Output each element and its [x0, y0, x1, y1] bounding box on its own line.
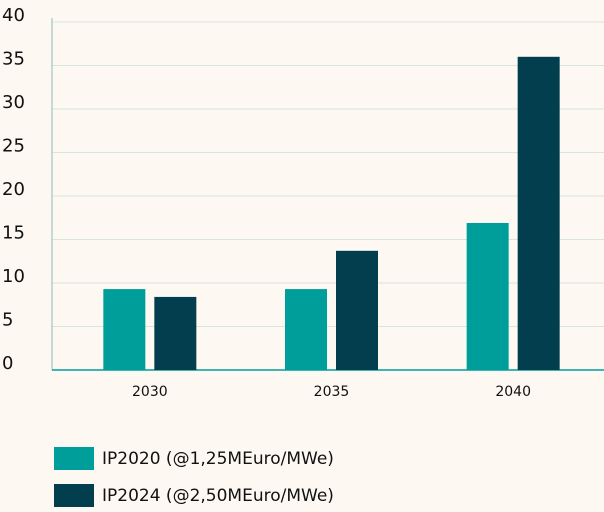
- y-tick-label: 0: [2, 353, 13, 374]
- y-tick-label: 20: [2, 179, 25, 200]
- y-tick-label: 30: [2, 92, 25, 113]
- bar: [285, 289, 327, 370]
- y-tick-label: 15: [2, 223, 25, 244]
- y-tick-label: 5: [2, 310, 13, 331]
- y-tick-label: 40: [2, 5, 25, 26]
- y-tick-label: 10: [2, 266, 25, 287]
- x-tick-label: 2030: [132, 384, 168, 400]
- bar: [336, 250, 378, 370]
- legend-swatch: [54, 447, 94, 470]
- y-tick-label: 25: [2, 136, 25, 157]
- legend-label: IP2024 (@2,50MEuro/MWe): [102, 486, 334, 506]
- x-tick-label: 2040: [495, 384, 531, 400]
- bar: [103, 289, 146, 370]
- y-tick-label: 35: [2, 49, 25, 70]
- x-tick-label: 2035: [314, 384, 350, 400]
- legend-swatch: [54, 484, 94, 507]
- bar: [517, 56, 560, 371]
- bar: [154, 296, 197, 370]
- legend-label: IP2020 (@1,25MEuro/MWe): [102, 449, 334, 469]
- bar: [466, 222, 509, 370]
